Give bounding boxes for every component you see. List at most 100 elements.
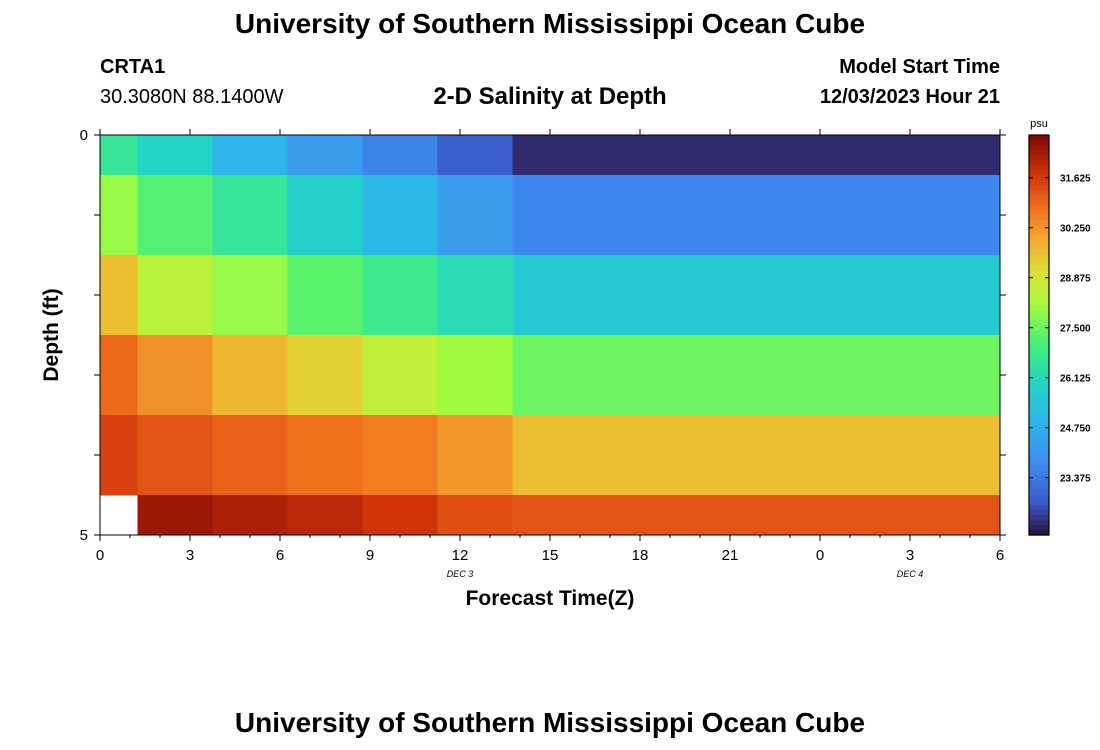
colorbar-segment [1029, 140, 1049, 146]
y-tick-label: 0 [80, 127, 88, 144]
colorbar-segment [1029, 305, 1049, 311]
heatmap-cell [437, 175, 513, 256]
colorbar-segment [1029, 300, 1049, 306]
station-id: CRTA1 [100, 56, 166, 78]
colorbar-segment [1029, 170, 1049, 176]
heatmap-cell [287, 495, 363, 536]
colorbar-segment [1029, 460, 1049, 466]
colorbar-tick-label: 23.375 [1060, 474, 1091, 485]
heatmap-cell [212, 495, 288, 536]
colorbar-segment [1029, 225, 1049, 231]
heatmap-cell [287, 175, 363, 256]
colorbar-segment [1029, 455, 1049, 461]
x-tick-label: 3 [906, 547, 914, 564]
date-label: DEC 3 [447, 569, 474, 579]
colorbar-segment [1029, 355, 1049, 361]
colorbar-segment [1029, 385, 1049, 391]
heatmap-cell [362, 495, 438, 536]
colorbar-segment [1029, 165, 1049, 171]
colorbar-segment [1029, 275, 1049, 281]
station-coordinates: 30.3080N 88.1400W [100, 86, 284, 108]
colorbar-segment [1029, 475, 1049, 481]
colorbar-segment [1029, 470, 1049, 476]
heatmap-cell [287, 135, 363, 176]
colorbar-segment [1029, 295, 1049, 301]
heatmap-cell [212, 255, 288, 336]
colorbar-segment [1029, 435, 1049, 441]
colorbar-segment [1029, 515, 1049, 521]
heatmap-cell [362, 175, 438, 256]
colorbar-segment [1029, 370, 1049, 376]
colorbar-segment [1029, 180, 1049, 186]
colorbar-segment [1029, 400, 1049, 406]
colorbar-segment [1029, 210, 1049, 216]
colorbar-segment [1029, 250, 1049, 256]
x-axis-label: Forecast Time(Z) [466, 587, 635, 610]
heatmap-cell [137, 175, 213, 256]
colorbar-segment [1029, 380, 1049, 386]
colorbar-segment [1029, 395, 1049, 401]
colorbar-segment [1029, 450, 1049, 456]
heatmap-cell [287, 335, 363, 416]
colorbar-segment [1029, 155, 1049, 161]
x-tick-label: 0 [96, 547, 104, 564]
page-title: University of Southern Mississippi Ocean… [234, 8, 866, 39]
heatmap-cell [212, 335, 288, 416]
colorbar-segment [1029, 510, 1049, 516]
colorbar-segment [1029, 350, 1049, 356]
colorbar-tick-label: 27.500 [1060, 324, 1091, 335]
colorbar-segment [1029, 260, 1049, 266]
colorbar-segment [1029, 505, 1049, 511]
y-axis-label: Depth (ft) [40, 288, 63, 381]
model-start-value: 12/03/2023 Hour 21 [819, 86, 1000, 108]
colorbar-segment [1029, 490, 1049, 496]
heatmap-cell [512, 135, 1001, 176]
y-tick-label: 5 [80, 527, 88, 544]
colorbar-segment [1029, 530, 1049, 536]
x-tick-label: 9 [366, 547, 374, 564]
heatmap-cell [362, 415, 438, 496]
colorbar-tick-label: 30.250 [1060, 224, 1091, 235]
colorbar-frame [1028, 134, 1050, 536]
heatmap-cell [137, 135, 213, 176]
colorbar-segment [1029, 420, 1049, 426]
heatmap-cell [212, 415, 288, 496]
heatmap-cell [137, 335, 213, 416]
colorbar-segment [1029, 235, 1049, 241]
colorbar-segment [1029, 135, 1049, 141]
colorbar-segment [1029, 160, 1049, 166]
heatmap-cell [100, 175, 138, 256]
heatmap-cell [437, 415, 513, 496]
colorbar-tick-label: 24.750 [1060, 424, 1091, 435]
heatmap-cell [362, 255, 438, 336]
colorbar-segment [1029, 520, 1049, 526]
x-tick-label: 3 [186, 547, 194, 564]
colorbar-segment [1029, 365, 1049, 371]
heatmap-cell [137, 255, 213, 336]
heatmap-cell [100, 135, 138, 176]
colorbar-segment [1029, 200, 1049, 206]
x-tick-label: 6 [276, 547, 284, 564]
colorbar-segment [1029, 205, 1049, 211]
x-tick-label: 15 [542, 547, 559, 564]
colorbar-segment [1029, 425, 1049, 431]
heatmap-cell [137, 495, 213, 536]
colorbar-segment [1029, 410, 1049, 416]
colorbar-segment [1029, 320, 1049, 326]
colorbar-segment [1029, 330, 1049, 336]
heatmap-cell [512, 175, 1001, 256]
colorbar-segment [1029, 345, 1049, 351]
colorbar-segment [1029, 375, 1049, 381]
colorbar-segment [1029, 310, 1049, 316]
heatmap-cell [512, 495, 1001, 536]
colorbar-segment [1029, 405, 1049, 411]
heatmap-cell [437, 335, 513, 416]
colorbar-segment [1029, 440, 1049, 446]
heatmap-cell [362, 135, 438, 176]
heatmap-cell [437, 255, 513, 336]
model-start-label: Model Start Time [839, 56, 1000, 78]
colorbar-segment [1029, 430, 1049, 436]
colorbar-segment [1029, 240, 1049, 246]
colorbar-segment [1029, 215, 1049, 221]
